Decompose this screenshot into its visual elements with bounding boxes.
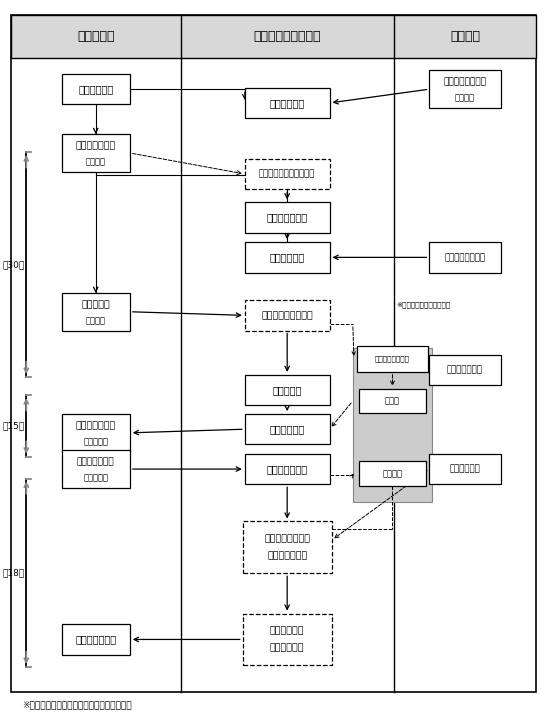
Bar <box>359 389 426 413</box>
Text: 確　認: 確 認 <box>385 397 400 405</box>
Text: （Ｐ１０）: （Ｐ１０） <box>83 473 108 482</box>
Bar <box>245 159 329 189</box>
Text: 工作物の確認申請: 工作物の確認申請 <box>375 355 410 362</box>
Bar <box>359 461 426 486</box>
Text: 申　請　者: 申 請 者 <box>77 30 114 43</box>
Bar <box>245 242 329 273</box>
Text: 許可等申請手続: 許可等申請手続 <box>447 365 483 374</box>
Bar <box>61 624 130 655</box>
Text: （Ｐ８）: （Ｐ８） <box>86 316 106 325</box>
Text: 事　前　相　談　受　付: 事 前 相 談 受 付 <box>259 170 316 178</box>
Bar <box>429 454 501 484</box>
Bar <box>357 346 428 372</box>
Bar <box>61 414 130 452</box>
Bar <box>61 450 130 488</box>
Text: 関係各課事前協議: 関係各課事前協議 <box>445 253 485 262</box>
Text: （Ｐ６）: （Ｐ６） <box>86 157 106 166</box>
Text: 事前相談審査: 事前相談審査 <box>270 252 305 262</box>
Text: 通知書の交付: 通知書の交付 <box>270 644 305 652</box>
Bar <box>11 14 536 58</box>
Bar <box>353 348 432 502</box>
Bar <box>429 70 501 108</box>
Text: 建　築　計　画: 建 築 計 画 <box>75 634 117 645</box>
Text: 本　申　請: 本 申 請 <box>82 300 110 309</box>
Text: 審査結果回答: 審査結果回答 <box>270 424 305 434</box>
Bar <box>243 521 331 573</box>
Bar <box>61 74 130 104</box>
Bar <box>245 414 329 444</box>
Text: 工　事　着　手: 工 事 着 手 <box>75 421 116 430</box>
Text: 道路の位置の指定: 道路の位置の指定 <box>264 534 310 543</box>
Bar <box>245 375 329 405</box>
Text: ※　申請に係る期間は、標準的な日数です。: ※ 申請に係る期間は、標準的な日数です。 <box>22 700 131 709</box>
Bar <box>245 454 329 484</box>
Text: 完了検査: 完了検査 <box>382 469 403 478</box>
Bar <box>61 293 130 331</box>
Text: 約15日: 約15日 <box>3 421 25 431</box>
Bar <box>429 242 501 273</box>
Bar <box>245 88 329 118</box>
Text: 建　築　指　導　課: 建 築 指 導 課 <box>253 30 321 43</box>
Text: 指定（変更）: 指定（変更） <box>270 626 305 635</box>
Text: 窓口事前相談: 窓口事前相談 <box>78 84 113 94</box>
Text: （変更）の告示: （変更）の告示 <box>267 552 307 560</box>
Bar <box>245 202 329 233</box>
Text: 約18日: 約18日 <box>3 568 25 577</box>
Bar <box>61 134 130 172</box>
Text: 現　地　調　査: 現 地 調 査 <box>266 212 308 223</box>
Bar <box>11 14 536 58</box>
Text: 約30日: 約30日 <box>3 260 25 269</box>
Text: （Ｐ７）: （Ｐ７） <box>455 94 475 102</box>
Text: 関係各課事前相談: 関係各課事前相談 <box>444 78 486 86</box>
Text: 関係各課: 関係各課 <box>450 30 480 43</box>
Bar <box>429 355 501 385</box>
Bar <box>245 300 329 331</box>
Text: （Ｐ１０）: （Ｐ１０） <box>83 437 108 446</box>
Text: 築造工事完了届: 築造工事完了届 <box>77 457 114 466</box>
Bar <box>243 613 331 666</box>
Text: 事　前　相　談: 事 前 相 談 <box>75 141 116 150</box>
Text: 審　　　査: 審 査 <box>272 385 302 395</box>
Text: ※建設リサイクル法の協議: ※建設リサイクル法の協議 <box>397 301 451 308</box>
Text: 窓口事前相談: 窓口事前相談 <box>270 98 305 108</box>
Text: 本　申　請　受　付: 本 申 請 受 付 <box>261 311 313 320</box>
Text: 完　了　検　査: 完 了 検 査 <box>266 464 308 474</box>
Text: 工事完了手続: 工事完了手続 <box>450 465 480 473</box>
